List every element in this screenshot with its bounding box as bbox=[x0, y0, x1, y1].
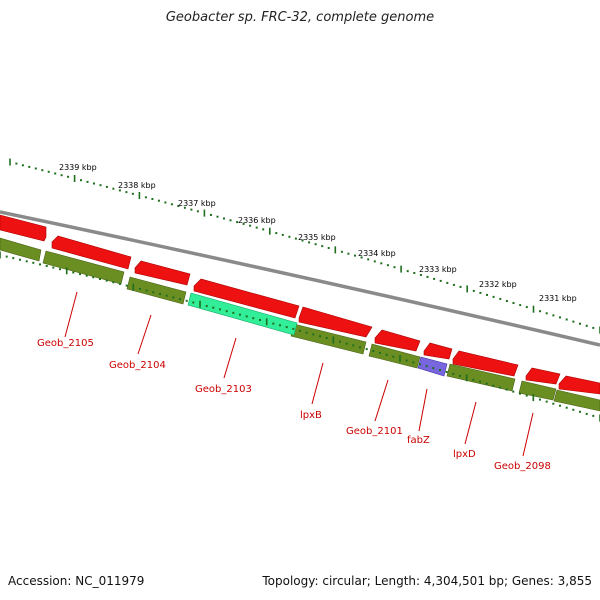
forward-strand-genes bbox=[0, 214, 600, 395]
reverse-strand-genes bbox=[0, 237, 600, 412]
gene-block[interactable] bbox=[0, 237, 42, 262]
gene-label[interactable]: Geob_2104 bbox=[109, 360, 166, 371]
gene-block[interactable] bbox=[368, 343, 421, 369]
leader-line bbox=[311, 362, 324, 405]
gene-arrow[interactable] bbox=[558, 375, 600, 395]
gene-block[interactable] bbox=[446, 363, 516, 392]
gene-arrow[interactable] bbox=[193, 278, 300, 319]
gene-arrow[interactable] bbox=[134, 260, 191, 286]
gene-label[interactable]: fabZ bbox=[407, 435, 430, 446]
accession-text: Accession: NC_011979 bbox=[8, 574, 145, 588]
gene-block[interactable] bbox=[126, 276, 187, 305]
inner-tick-track bbox=[0, 251, 600, 422]
highlighted-gene-block[interactable] bbox=[187, 292, 298, 336]
gene-labels: Geob_2105 Geob_2104 Geob_2103 lpxB Geob_… bbox=[37, 338, 551, 472]
leader-line bbox=[374, 379, 389, 422]
gene-arrow[interactable] bbox=[51, 235, 132, 270]
gene-block[interactable] bbox=[553, 389, 600, 412]
gene-label[interactable]: lpxD bbox=[453, 449, 476, 460]
leader-line bbox=[464, 401, 477, 445]
kbp-label: 2333 kbp bbox=[419, 265, 457, 274]
kbp-label: 2336 kbp bbox=[238, 216, 276, 225]
gene-arrow[interactable] bbox=[298, 306, 373, 338]
kbp-label: 2335 kbp bbox=[298, 233, 336, 242]
gene-label[interactable]: Geob_2103 bbox=[195, 384, 252, 395]
leader-line bbox=[418, 388, 428, 432]
leader-line bbox=[522, 412, 534, 457]
gene-arrow[interactable] bbox=[423, 342, 453, 360]
gene-label[interactable]: lpxB bbox=[300, 410, 322, 421]
kbp-label: 2332 kbp bbox=[479, 280, 517, 289]
gene-arrow[interactable] bbox=[374, 329, 421, 352]
gene-label[interactable]: Geob_2098 bbox=[494, 461, 551, 472]
gene-arrow[interactable] bbox=[525, 367, 561, 385]
genome-summary-text: Topology: circular; Length: 4,304,501 bp… bbox=[262, 574, 592, 588]
kbp-label: 2339 kbp bbox=[59, 163, 97, 172]
gene-arrow[interactable] bbox=[0, 214, 47, 242]
kbp-label: 2338 kbp bbox=[118, 181, 156, 190]
gene-arrow[interactable] bbox=[452, 350, 519, 377]
kbp-label: 2334 kbp bbox=[358, 249, 396, 258]
gene-label[interactable]: Geob_2101 bbox=[346, 426, 403, 437]
kbp-label: 2337 kbp bbox=[178, 199, 216, 208]
gene-block[interactable] bbox=[518, 380, 557, 401]
small-gene-block[interactable] bbox=[417, 356, 448, 377]
leader-line bbox=[223, 337, 237, 379]
page-title: Geobacter sp. FRC-32, complete genome bbox=[165, 10, 435, 25]
outer-tick-track bbox=[9, 158, 600, 334]
leader-line bbox=[64, 291, 78, 338]
gene-label-leaders bbox=[64, 291, 534, 457]
gene-label[interactable]: Geob_2105 bbox=[37, 338, 94, 349]
kbp-scale-labels: 2339 kbp 2338 kbp 2337 kbp 2336 kbp 2335… bbox=[59, 163, 577, 303]
genome-backbone bbox=[0, 210, 600, 347]
leader-line bbox=[137, 314, 152, 355]
kbp-label: 2331 kbp bbox=[539, 294, 577, 303]
